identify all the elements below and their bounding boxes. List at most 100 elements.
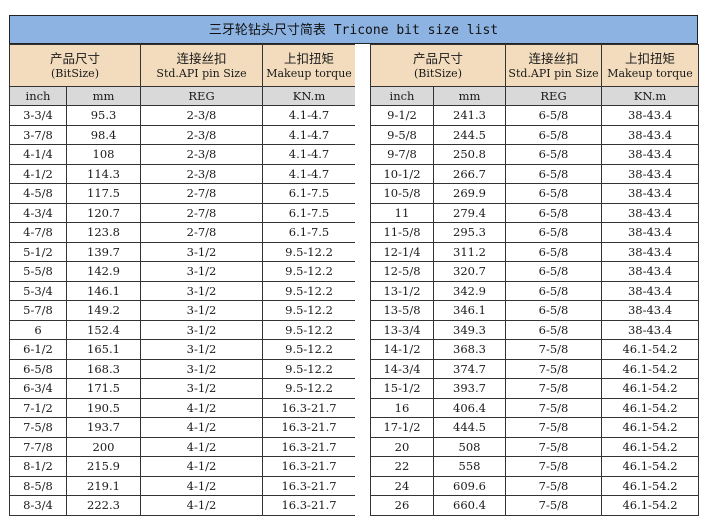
cell-mm: 222.3 [65, 495, 142, 516]
cell-mm: 114.3 [65, 163, 142, 184]
cell-torque: 46.1-54.2 [601, 397, 700, 418]
cell-torque: 46.1-54.2 [601, 495, 700, 516]
cell-torque: 46.1-54.2 [601, 378, 700, 399]
cell-reg: 6-5/8 [505, 105, 603, 126]
bitsize-header: 产品尺寸 (BitSize) [369, 44, 507, 87]
cell-torque: 38-43.4 [601, 261, 700, 282]
cell-inch: 10-5/8 [370, 183, 434, 204]
cell-mm: 295.3 [432, 222, 507, 243]
table-row: 4-1/2 114.3 2-3/8 4.1-4.7 [9, 163, 357, 184]
table-row: 5-5/8 142.9 3-1/2 9.5-12.2 [9, 261, 357, 282]
cell-torque: 16.3-21.7 [262, 417, 357, 438]
table-row: 13-5/8 346.1 6-5/8 38-43.4 [370, 300, 700, 321]
cell-inch: 26 [370, 495, 434, 516]
cell-mm: 250.8 [432, 144, 507, 165]
cell-torque: 46.1-54.2 [601, 358, 700, 379]
cell-inch: 10-1/2 [370, 163, 434, 184]
unit-knm: KN.m [601, 86, 700, 106]
cell-torque: 9.5-12.2 [262, 241, 357, 262]
cell-inch: 4-1/2 [9, 163, 67, 184]
table-row: 10-5/8 269.9 6-5/8 38-43.4 [370, 183, 700, 204]
cell-reg: 3-1/2 [140, 280, 264, 301]
cell-torque: 46.1-54.2 [601, 475, 700, 496]
bitsize-header-zh: 产品尺寸 [50, 50, 101, 66]
cell-inch: 22 [370, 456, 434, 477]
cell-torque: 4.1-4.7 [262, 105, 357, 126]
bitsize-header-en: (BitSize) [51, 66, 99, 80]
cell-reg: 3-1/2 [140, 319, 264, 340]
cell-reg: 7-5/8 [505, 339, 603, 360]
cell-mm: 241.3 [432, 105, 507, 126]
cell-torque: 38-43.4 [601, 241, 700, 262]
cell-mm: 279.4 [432, 202, 507, 223]
cell-reg: 2-7/8 [140, 222, 264, 243]
cell-inch: 12-5/8 [370, 261, 434, 282]
cell-inch: 7-7/8 [9, 436, 67, 457]
cell-mm: 342.9 [432, 280, 507, 301]
torque-header-zh: 上扣扭矩 [284, 50, 335, 66]
table-row: 6-3/4 171.5 3-1/2 9.5-12.2 [9, 378, 357, 399]
cell-inch: 5-1/2 [9, 241, 67, 262]
cell-reg: 3-1/2 [140, 378, 264, 399]
cell-mm: 108 [65, 144, 142, 165]
table-row: 22 558 7-5/8 46.1-54.2 [370, 456, 700, 477]
table-row: 15-1/2 393.7 7-5/8 46.1-54.2 [370, 378, 700, 399]
cell-mm: 190.5 [65, 397, 142, 418]
cell-torque: 46.1-54.2 [601, 417, 700, 438]
table-row: 4-3/4 120.7 2-7/8 6.1-7.5 [9, 202, 357, 223]
cell-torque: 4.1-4.7 [262, 163, 357, 184]
cell-torque: 6.1-7.5 [262, 202, 357, 223]
torque-header: 上扣扭矩 Makeup torque [601, 44, 700, 87]
cell-reg: 3-1/2 [140, 241, 264, 262]
pin-size-header-zh: 连接丝扣 [528, 50, 579, 66]
table-row: 17-1/2 444.5 7-5/8 46.1-54.2 [370, 417, 700, 438]
cell-reg: 7-5/8 [505, 397, 603, 418]
cell-torque: 16.3-21.7 [262, 436, 357, 457]
cell-torque: 38-43.4 [601, 202, 700, 223]
cell-mm: 120.7 [65, 202, 142, 223]
table-row: 3-3/4 95.3 2-3/8 4.1-4.7 [9, 105, 357, 126]
cell-inch: 4-1/4 [9, 144, 67, 165]
table-row: 14-3/4 374.7 7-5/8 46.1-54.2 [370, 358, 700, 379]
cell-torque: 9.5-12.2 [262, 339, 357, 360]
table-row: 12-1/4 311.2 6-5/8 38-43.4 [370, 241, 700, 262]
cell-torque: 6.1-7.5 [262, 183, 357, 204]
cell-inch: 12-1/4 [370, 241, 434, 262]
cell-reg: 2-3/8 [140, 163, 264, 184]
cell-mm: 508 [432, 436, 507, 457]
cell-mm: 393.7 [432, 378, 507, 399]
cell-inch: 6 [9, 319, 67, 340]
table-row: 26 660.4 7-5/8 46.1-54.2 [370, 495, 700, 516]
cell-torque: 16.3-21.7 [262, 495, 357, 516]
right-table-body: 9-1/2 241.3 6-5/8 38-43.4 9-5/8 244.5 6-5/8 38-… [370, 105, 700, 516]
cell-inch: 4-7/8 [9, 222, 67, 243]
cell-reg: 7-5/8 [505, 436, 603, 457]
cell-torque: 38-43.4 [601, 280, 700, 301]
cell-inch: 7-1/2 [9, 397, 67, 418]
cell-mm: 346.1 [432, 300, 507, 321]
cell-mm: 609.6 [432, 475, 507, 496]
cell-torque: 38-43.4 [601, 105, 700, 126]
cell-torque: 38-43.4 [601, 144, 700, 165]
cell-inch: 4-3/4 [9, 202, 67, 223]
cell-inch: 4-5/8 [9, 183, 67, 204]
cell-reg: 4-1/2 [140, 417, 264, 438]
cell-torque: 38-43.4 [601, 319, 700, 340]
cell-mm: 406.4 [432, 397, 507, 418]
table-row: 4-7/8 123.8 2-7/8 6.1-7.5 [9, 222, 357, 243]
cell-inch: 11-5/8 [370, 222, 434, 243]
cell-reg: 7-5/8 [505, 358, 603, 379]
cell-mm: 149.2 [65, 300, 142, 321]
cell-torque: 46.1-54.2 [601, 436, 700, 457]
cell-mm: 444.5 [432, 417, 507, 438]
cell-inch: 16 [370, 397, 434, 418]
cell-mm: 215.9 [65, 456, 142, 477]
unit-inch: inch [9, 86, 67, 106]
cell-inch: 9-1/2 [370, 105, 434, 126]
cell-reg: 2-7/8 [140, 183, 264, 204]
cell-torque: 9.5-12.2 [262, 300, 357, 321]
cell-reg: 3-1/2 [140, 339, 264, 360]
cell-inch: 8-3/4 [9, 495, 67, 516]
table-row: 8-3/4 222.3 4-1/2 16.3-21.7 [9, 495, 357, 516]
cell-mm: 95.3 [65, 105, 142, 126]
